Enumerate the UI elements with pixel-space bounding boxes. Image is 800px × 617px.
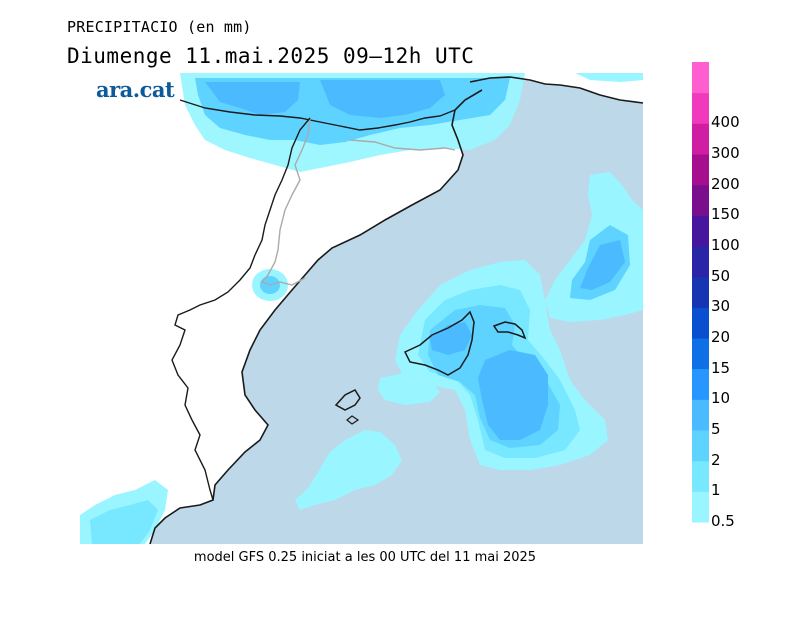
- precip-sw-2: [90, 500, 158, 544]
- legend-label: 50: [711, 266, 731, 285]
- precip-balear-5: [478, 350, 548, 440]
- precip-balear-4: [430, 322, 472, 355]
- legend-swatch: [692, 430, 709, 462]
- legend-swatch: [692, 246, 709, 278]
- legend-label: 30: [711, 297, 731, 316]
- mallorca-island: [403, 310, 475, 376]
- precip-south-2: [378, 373, 440, 405]
- precip-north-4: [320, 80, 445, 118]
- inland-border: [171, 117, 311, 501]
- model-caption: model GFS 0.25 iniciat a les 00 UTC del …: [193, 550, 537, 565]
- legend-swatch: [692, 368, 709, 400]
- precip-east-3: [580, 240, 625, 290]
- legend-swatch: [692, 123, 709, 155]
- legend-swatch: [692, 62, 709, 94]
- ara-cat-logo[interactable]: ara.cat: [96, 77, 175, 102]
- legend-swatch: [692, 276, 709, 308]
- france-coastline: [469, 76, 644, 104]
- catalonia-border: [260, 117, 311, 286]
- legend-swatch: [692, 460, 709, 492]
- legend-label: 100: [711, 236, 740, 254]
- legend-label: 10: [711, 389, 731, 408]
- ibiza-island: [334, 389, 361, 411]
- iberia-land: [80, 73, 482, 544]
- precip-north-3: [205, 82, 300, 115]
- formentera-island: [346, 415, 360, 425]
- map-subtitle: Diumenge 11.mai.2025 09–12h UTC: [67, 44, 475, 68]
- legend-label: 300: [711, 144, 740, 162]
- legend-label: 200: [711, 174, 740, 193]
- france-land: [455, 73, 643, 103]
- pyrenees-border: [179, 99, 456, 131]
- map-title: PRECIPITACIO (en mm): [67, 18, 252, 36]
- legend-swatch: [692, 92, 709, 124]
- menorca-island: [492, 321, 527, 340]
- legend-colorbar: [692, 62, 709, 523]
- legend-swatch: [692, 491, 709, 523]
- legend-label: 5: [711, 420, 721, 438]
- legend-swatch: [692, 215, 709, 247]
- legend-swatch: [692, 338, 709, 370]
- legend-label: 0.5: [711, 512, 735, 530]
- precip-shading: [80, 73, 643, 544]
- legend-label: 15: [711, 358, 731, 377]
- legend-label: 2: [711, 450, 721, 469]
- legend-label: 1: [711, 481, 721, 500]
- legend-swatch: [692, 307, 709, 339]
- legend-label: 150: [711, 205, 740, 224]
- legend-swatch: [692, 399, 709, 431]
- legend-label: 20: [711, 328, 731, 346]
- legend-swatch: [692, 184, 709, 216]
- precip-south-1: [295, 430, 402, 510]
- legend-swatch: [692, 154, 709, 186]
- iberia-coastline: [149, 89, 483, 545]
- legend-label: 400: [711, 113, 740, 132]
- precip-north-5: [575, 73, 643, 82]
- catalonia-border-north: [349, 139, 456, 151]
